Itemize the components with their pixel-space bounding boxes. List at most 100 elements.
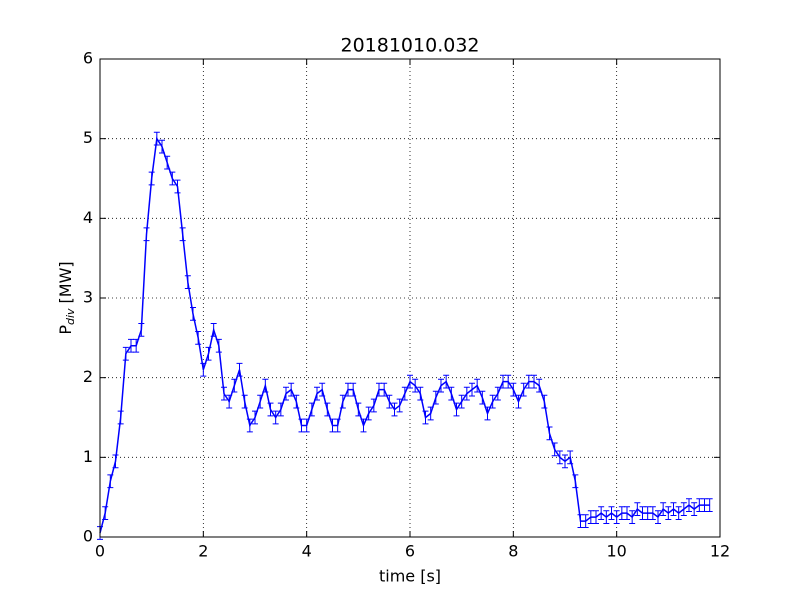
error-bar xyxy=(159,139,165,154)
error-bar xyxy=(386,394,393,409)
error-bar xyxy=(427,406,434,421)
error-bar xyxy=(432,390,439,405)
y-tick-label: 5 xyxy=(83,128,93,147)
x-tick-label: 4 xyxy=(302,542,312,561)
error-bar xyxy=(246,418,253,433)
error-bar xyxy=(241,394,248,409)
error-bar xyxy=(649,506,656,520)
error-bar xyxy=(102,506,109,520)
error-bar xyxy=(551,442,558,457)
error-bar xyxy=(469,382,475,397)
error-bar xyxy=(391,402,398,417)
error-bar xyxy=(608,506,615,520)
error-bar xyxy=(593,510,599,524)
error-bar xyxy=(701,498,708,513)
error-bar xyxy=(288,382,295,397)
error-bar xyxy=(587,510,594,524)
error-bar xyxy=(525,374,532,389)
error-bar xyxy=(613,510,620,524)
error-bar xyxy=(422,410,429,425)
error-bar xyxy=(117,410,124,425)
error-bar xyxy=(365,406,372,421)
error-bar xyxy=(107,474,114,489)
error-bar xyxy=(257,394,264,409)
error-bar xyxy=(303,418,310,433)
error-bar xyxy=(520,382,527,397)
chart-title: 20181010.032 xyxy=(340,35,479,57)
error-bar xyxy=(262,378,269,393)
error-bar xyxy=(319,382,326,397)
error-bar xyxy=(515,394,522,409)
error-bar xyxy=(215,338,222,353)
error-bar xyxy=(339,394,346,409)
error-bar xyxy=(401,386,408,401)
error-bar xyxy=(112,454,119,469)
error-bar xyxy=(680,502,687,516)
error-bar xyxy=(221,386,227,401)
error-bar xyxy=(143,227,150,242)
x-tick-label: 6 xyxy=(405,542,415,561)
x-tick-label: 0 xyxy=(95,542,105,561)
error-bar xyxy=(267,402,274,417)
error-bar xyxy=(200,362,207,377)
error-bar xyxy=(205,346,212,361)
y-tick-label: 1 xyxy=(83,447,93,466)
error-bar xyxy=(675,506,682,520)
error-bar xyxy=(138,322,145,337)
error-bar xyxy=(381,382,388,397)
error-bar xyxy=(618,506,625,520)
x-axis-label: time [s] xyxy=(379,567,441,586)
error-bar xyxy=(500,374,506,389)
error-bar xyxy=(603,510,610,524)
y-tick-label: 6 xyxy=(83,49,93,68)
error-bar xyxy=(644,506,651,520)
error-bar xyxy=(448,386,455,401)
error-bar xyxy=(696,498,703,513)
error-bar xyxy=(283,386,289,401)
error-bar xyxy=(706,498,713,513)
error-bar xyxy=(169,171,176,186)
error-bar xyxy=(298,418,305,433)
error-bar xyxy=(546,426,553,441)
error-bar xyxy=(531,374,537,389)
error-bar xyxy=(360,418,367,433)
error-bar xyxy=(210,322,217,337)
y-axis-label: Pdiv [MW] xyxy=(56,261,78,334)
error-bar xyxy=(691,502,698,516)
y-tick-label: 0 xyxy=(83,527,93,546)
x-tick-label: 10 xyxy=(606,542,626,561)
error-bar xyxy=(272,410,279,425)
error-bar xyxy=(443,374,450,389)
error-bar xyxy=(556,450,563,465)
error-bar xyxy=(567,450,574,465)
error-bar xyxy=(505,374,512,389)
y-label-main: P xyxy=(56,325,75,335)
x-tick-label: 8 xyxy=(508,542,518,561)
error-bar xyxy=(184,275,191,289)
error-bar xyxy=(153,131,160,146)
error-bar xyxy=(484,406,491,421)
error-bar xyxy=(582,514,589,528)
error-bar xyxy=(686,498,692,513)
error-bar xyxy=(396,398,403,413)
y-label-unit: [MW] xyxy=(56,261,75,303)
error-bar xyxy=(252,410,258,425)
error-bar xyxy=(133,338,140,353)
x-tick-label: 12 xyxy=(710,542,730,561)
y-tick-label: 3 xyxy=(83,288,93,307)
error-bar xyxy=(293,394,300,409)
error-bar xyxy=(494,386,501,401)
error-bar xyxy=(148,171,155,186)
error-bar xyxy=(562,454,568,469)
error-bar xyxy=(334,418,341,433)
error-bar xyxy=(324,402,331,417)
error-bar xyxy=(598,506,605,520)
error-bar xyxy=(417,386,424,401)
error-bar xyxy=(572,474,579,489)
error-bar xyxy=(660,502,667,516)
error-bar xyxy=(438,378,444,393)
y-tick-label: 4 xyxy=(83,208,93,227)
error-bar xyxy=(577,514,584,528)
error-bar xyxy=(277,402,284,417)
